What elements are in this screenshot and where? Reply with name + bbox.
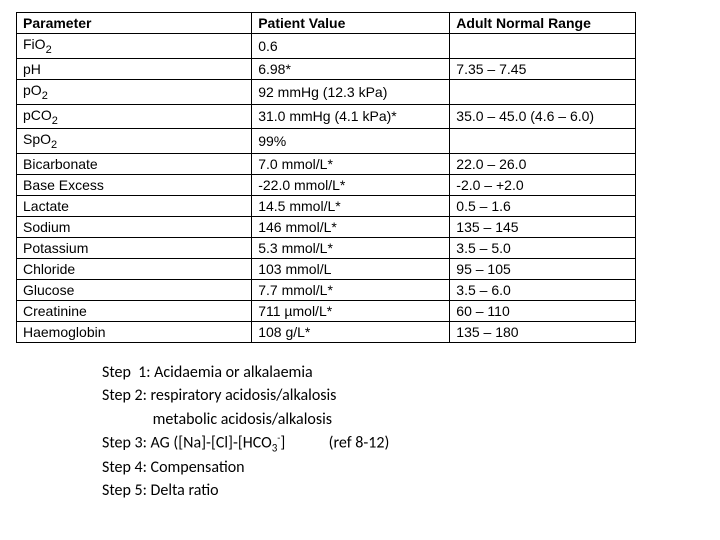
header-patient-value: Patient Value	[252, 13, 450, 34]
step-line: Step 5: Delta ratio	[102, 479, 708, 502]
lab-results-table: Parameter Patient Value Adult Normal Ran…	[16, 12, 636, 343]
table-row: pH6.98*7.35 – 7.45	[17, 58, 636, 79]
cell-patient-value: 14.5 mmol/L*	[252, 196, 450, 217]
cell-parameter: Sodium	[17, 217, 252, 238]
cell-patient-value: 146 mmol/L*	[252, 217, 450, 238]
step-line: Step 3: AG ([Na]-[Cl]-[HCO3-] (ref 8-12)	[102, 431, 708, 456]
step-line: Step 2: respiratory acidosis/alkalosis	[102, 384, 708, 407]
cell-parameter: SpO2	[17, 129, 252, 154]
table-row: Glucose7.7 mmol/L*3.5 – 6.0	[17, 280, 636, 301]
table-row: pO292 mmHg (12.3 kPa)	[17, 79, 636, 104]
table-row: FiO20.6	[17, 34, 636, 59]
cell-patient-value: 0.6	[252, 34, 450, 59]
cell-parameter: Bicarbonate	[17, 154, 252, 175]
cell-normal-range: 3.5 – 6.0	[450, 280, 636, 301]
cell-patient-value: 99%	[252, 129, 450, 154]
cell-normal-range: 95 – 105	[450, 259, 636, 280]
table-row: pCO231.0 mmHg (4.1 kPa)*35.0 – 45.0 (4.6…	[17, 104, 636, 129]
cell-patient-value: 31.0 mmHg (4.1 kPa)*	[252, 104, 450, 129]
cell-normal-range: 135 – 145	[450, 217, 636, 238]
cell-patient-value: 108 g/L*	[252, 322, 450, 343]
header-parameter: Parameter	[17, 13, 252, 34]
cell-parameter: Haemoglobin	[17, 322, 252, 343]
cell-parameter: Potassium	[17, 238, 252, 259]
cell-patient-value: -22.0 mmol/L*	[252, 175, 450, 196]
table-row: Chloride103 mmol/L95 – 105	[17, 259, 636, 280]
cell-normal-range: 60 – 110	[450, 301, 636, 322]
cell-parameter: Glucose	[17, 280, 252, 301]
table-row: SpO299%	[17, 129, 636, 154]
cell-parameter: Lactate	[17, 196, 252, 217]
table-row: Creatinine711 µmol/L*60 – 110	[17, 301, 636, 322]
table-row: Lactate14.5 mmol/L*0.5 – 1.6	[17, 196, 636, 217]
table-row: Sodium146 mmol/L*135 – 145	[17, 217, 636, 238]
cell-parameter: Base Excess	[17, 175, 252, 196]
table-row: Potassium5.3 mmol/L*3.5 – 5.0	[17, 238, 636, 259]
table-row: Base Excess-22.0 mmol/L*-2.0 – +2.0	[17, 175, 636, 196]
cell-normal-range: 135 – 180	[450, 322, 636, 343]
cell-patient-value: 711 µmol/L*	[252, 301, 450, 322]
table-header-row: Parameter Patient Value Adult Normal Ran…	[17, 13, 636, 34]
table-row: Bicarbonate7.0 mmol/L*22.0 – 26.0	[17, 154, 636, 175]
cell-parameter: Chloride	[17, 259, 252, 280]
cell-normal-range: 35.0 – 45.0 (4.6 – 6.0)	[450, 104, 636, 129]
cell-normal-range: 7.35 – 7.45	[450, 58, 636, 79]
cell-parameter: pH	[17, 58, 252, 79]
cell-parameter: pCO2	[17, 104, 252, 129]
header-normal-range: Adult Normal Range	[450, 13, 636, 34]
cell-patient-value: 5.3 mmol/L*	[252, 238, 450, 259]
cell-parameter: pO2	[17, 79, 252, 104]
step-line: Step 4: Compensation	[102, 456, 708, 479]
cell-patient-value: 92 mmHg (12.3 kPa)	[252, 79, 450, 104]
cell-normal-range	[450, 34, 636, 59]
step-line: Step 1: Acidaemia or alkalaemia	[102, 361, 708, 384]
cell-normal-range: 3.5 – 5.0	[450, 238, 636, 259]
cell-parameter: FiO2	[17, 34, 252, 59]
cell-normal-range: 22.0 – 26.0	[450, 154, 636, 175]
analysis-steps: Step 1: Acidaemia or alkalaemiaStep 2: r…	[102, 361, 708, 502]
cell-normal-range	[450, 79, 636, 104]
cell-patient-value: 6.98*	[252, 58, 450, 79]
step-line: metabolic acidosis/alkalosis	[102, 408, 708, 431]
cell-patient-value: 103 mmol/L	[252, 259, 450, 280]
cell-normal-range	[450, 129, 636, 154]
cell-patient-value: 7.0 mmol/L*	[252, 154, 450, 175]
cell-normal-range: -2.0 – +2.0	[450, 175, 636, 196]
cell-parameter: Creatinine	[17, 301, 252, 322]
cell-normal-range: 0.5 – 1.6	[450, 196, 636, 217]
cell-patient-value: 7.7 mmol/L*	[252, 280, 450, 301]
table-row: Haemoglobin108 g/L*135 – 180	[17, 322, 636, 343]
